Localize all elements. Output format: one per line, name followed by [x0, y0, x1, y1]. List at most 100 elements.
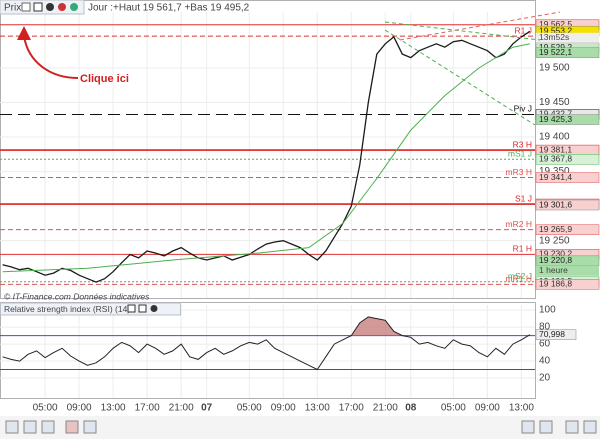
y-tick-label: 19 350 [539, 166, 570, 177]
x-tick-label: 09:00 [271, 403, 296, 414]
annotation-arrowhead [17, 26, 31, 40]
x-tick-label: 05:00 [33, 403, 58, 414]
icon[interactable] [127, 304, 136, 313]
x-tick-label: 17:00 [339, 403, 364, 414]
level-value: 19 432,7 [539, 109, 572, 119]
level-name: mR3 H [506, 167, 532, 177]
y-tick-label: 80 [539, 322, 551, 333]
price-line [2, 30, 531, 283]
tool[interactable] [23, 420, 37, 434]
level-name: S1 J [515, 193, 532, 203]
tool[interactable] [65, 420, 79, 434]
rsi-panel: 20 40 60 80 100 70,998 [0, 305, 577, 398]
y-tick-label: 20 [539, 373, 551, 384]
level-name: R1 J [515, 25, 532, 35]
level-box [535, 224, 600, 235]
y-tick-label: 19 500 [539, 63, 570, 74]
price-tag-label: 19 301,6 [539, 199, 572, 209]
x-tick-label: 13:00 [509, 403, 534, 414]
price-info: Jour :+Haut 19 561,7 +Bas 19 495,2 [88, 3, 250, 14]
y-tick-label: 40 [539, 356, 551, 367]
countdown: 13m52s [539, 32, 569, 42]
price-panel: 19 500 19 450 19 400 19 350 19 250 19 562,5 R1… [0, 12, 600, 298]
price-tag [535, 199, 600, 211]
x-tick-label: 21:00 [169, 403, 194, 414]
icon[interactable] [58, 3, 66, 11]
rsi-title: Relative strength index (RSI) (14) [4, 304, 130, 314]
icon[interactable] [138, 304, 147, 313]
icon[interactable] [46, 3, 54, 11]
x-tick-label: 21:00 [373, 403, 398, 414]
y-tick-label: 19 250 [539, 235, 570, 246]
price-tag-label: 19 220,8 [539, 255, 572, 265]
level-value: 19 381,1 [539, 144, 572, 154]
level-name: Piv J [514, 104, 532, 114]
tool[interactable] [83, 420, 97, 434]
price-tag-label: 19 522,1 [539, 47, 572, 57]
moving-average [2, 43, 530, 273]
rsi-frame [0, 302, 536, 399]
y-tick-label: 19 450 [539, 97, 570, 108]
rsi-last-label: 70,998 [539, 329, 565, 339]
trend-line [384, 29, 536, 126]
icon[interactable] [21, 2, 31, 12]
annotation-arrow [23, 35, 79, 79]
y-tick-label: 100 [539, 305, 556, 316]
trend-line [384, 21, 541, 41]
x-tick-label: 09:00 [67, 403, 92, 414]
level-box [535, 154, 600, 165]
icon[interactable] [70, 3, 78, 11]
tool[interactable] [5, 420, 19, 434]
toolbar-icons[interactable] [21, 2, 78, 12]
level-value: 19 367,8 [539, 154, 572, 164]
rsi-line [2, 316, 531, 371]
icon[interactable] [150, 305, 158, 312]
tool[interactable] [521, 420, 535, 434]
price-tag-label: 19 425,3 [539, 114, 572, 124]
level-name: mS1 J [508, 149, 532, 159]
x-tick-label: 09:00 [475, 403, 500, 414]
x-tick-label: 13:00 [305, 403, 330, 414]
tool[interactable] [539, 420, 553, 434]
x-tick-label: 07 [201, 403, 213, 414]
price-tag-label: 19 553,2 [539, 25, 572, 35]
tool[interactable] [565, 420, 579, 434]
level-name: R1 H [513, 244, 532, 254]
price-tag [535, 114, 600, 125]
level-value: 19 341,4 [539, 172, 572, 182]
level-box [535, 172, 600, 183]
tool[interactable] [41, 420, 55, 434]
level-name: mR2 H [506, 219, 532, 229]
y-tick-label: 60 [539, 339, 551, 350]
trend-line [399, 11, 561, 41]
level-box [535, 279, 600, 290]
panel-label: Prix [4, 3, 21, 14]
level-value: 19 562,5 [539, 19, 572, 29]
rsi-last-box [535, 329, 577, 340]
level-name: mS2 J [508, 271, 532, 281]
period-box [536, 265, 599, 276]
rsi-icons[interactable] [127, 304, 158, 313]
tool[interactable] [583, 420, 597, 434]
x-tick-label: 05:00 [237, 403, 262, 414]
level-value: 19 186,8 [539, 279, 572, 289]
y-tick-label: 19 400 [539, 132, 570, 143]
price-tag-label: 19 529,2 [539, 42, 572, 52]
level-name: mR1 H [506, 274, 532, 284]
x-tick-label: 08 [405, 403, 417, 414]
x-tick-label: 13:00 [101, 403, 126, 414]
icon[interactable] [33, 2, 43, 12]
footer: © IT-Finance.com Données indicatives [4, 291, 150, 301]
period: 1 heure [539, 265, 568, 275]
level-name: R3 H [513, 139, 532, 149]
annotation: Clique ici [80, 73, 129, 85]
bottom-toolbar[interactable] [0, 416, 600, 439]
x-tick-label: 05:00 [441, 403, 466, 414]
x-tick-label: 17:00 [135, 403, 160, 414]
level-value: 19 230,2 [539, 249, 572, 259]
countdown-box [536, 32, 599, 43]
price-tag [535, 47, 600, 58]
